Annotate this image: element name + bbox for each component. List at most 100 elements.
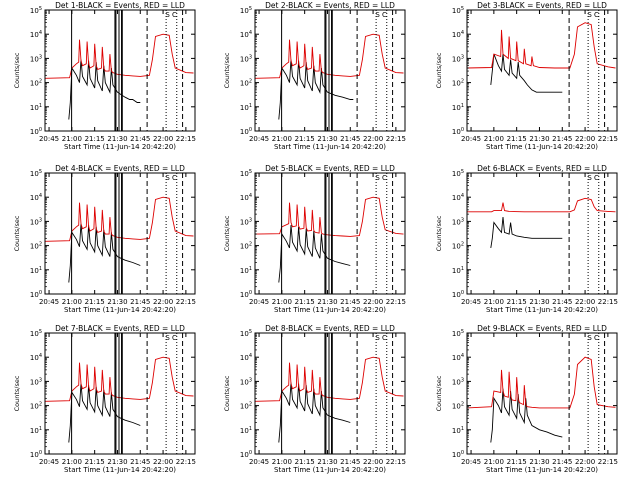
x-tick-label: 21:30: [107, 298, 127, 306]
marker-s: S: [165, 174, 170, 182]
x-axis-label: Start Time (11-Jun-14 20:42:20): [486, 143, 598, 151]
x-tick-label: 21:45: [130, 458, 150, 466]
y-tick-label: 105: [240, 329, 252, 338]
series-red-det-6: [467, 197, 616, 213]
y-axis-label: Counts/sec: [435, 52, 443, 88]
panel-det-9: 20:45 21:00 21:15 21:30 21:45 22:00 22:15 100 10…: [435, 324, 618, 474]
y-tick-label: 104: [240, 353, 252, 362]
y-tick-label: 105: [30, 329, 42, 338]
y-tick-label: 104: [452, 353, 464, 362]
y-tick-label: 100: [452, 450, 464, 459]
y-tick-label: 105: [240, 6, 252, 15]
panel-det-3: 20:45 21:00 21:15 21:30 21:45 22:00 22:15 100 10…: [435, 1, 618, 151]
y-tick-label: 103: [240, 217, 252, 226]
x-tick-label: 20:45: [249, 458, 269, 466]
x-tick-label: 21:00: [272, 298, 292, 306]
x-tick-label: 22:00: [575, 135, 595, 143]
x-tick-label: 21:45: [340, 298, 360, 306]
marker-c: C: [172, 334, 177, 342]
x-tick-label: 21:30: [317, 298, 337, 306]
marker-c: C: [172, 174, 177, 182]
y-tick-label: 101: [240, 266, 252, 275]
x-tick-label: 22:00: [363, 458, 383, 466]
x-tick-label: 21:00: [62, 135, 82, 143]
x-tick-label: 21:15: [295, 298, 315, 306]
x-tick-label: 22:00: [363, 298, 383, 306]
x-tick-label: 22:00: [153, 135, 173, 143]
x-tick-label: 22:00: [575, 458, 595, 466]
x-tick-label: 21:00: [272, 458, 292, 466]
x-tick-label: 22:15: [386, 298, 406, 306]
y-axis-label: Counts/sec: [13, 52, 21, 88]
marker-c: C: [382, 11, 387, 19]
panel-title: Det 2-BLACK = Events, RED = LLD: [265, 1, 395, 10]
y-tick-label: 103: [452, 54, 464, 63]
x-axis-label: Start Time (11-Jun-14 20:42:20): [274, 143, 386, 151]
x-tick-label: 21:30: [317, 458, 337, 466]
series-red-det-3: [467, 22, 616, 69]
panel-title: Det 5-BLACK = Events, RED = LLD: [265, 164, 395, 173]
x-tick-label: 21:15: [85, 135, 105, 143]
y-tick-label: 104: [452, 193, 464, 202]
panel-det-8: 20:45 21:00 21:15 21:30 21:45 22:00 22:15 100 10…: [223, 324, 406, 474]
marker-s: S: [165, 11, 170, 19]
y-tick-label: 103: [30, 54, 42, 63]
plot-frame: [466, 9, 618, 132]
y-tick-label: 100: [452, 127, 464, 136]
y-tick-label: 104: [240, 30, 252, 39]
x-axis-label: Start Time (11-Jun-14 20:42:20): [486, 466, 598, 474]
y-axis-label: Counts/sec: [13, 375, 21, 411]
y-tick-label: 101: [30, 103, 42, 112]
x-axis-label: Start Time (11-Jun-14 20:42:20): [64, 306, 176, 314]
x-tick-label: 22:15: [598, 458, 618, 466]
y-tick-label: 102: [452, 402, 464, 411]
y-tick-label: 101: [452, 426, 464, 435]
marker-c: C: [172, 11, 177, 19]
x-tick-label: 22:15: [598, 298, 618, 306]
x-tick-label: 21:00: [484, 135, 504, 143]
series-red-det-2: [255, 33, 404, 79]
y-tick-label: 100: [30, 127, 42, 136]
marker-c: C: [594, 174, 599, 182]
x-tick-label: 21:00: [62, 298, 82, 306]
y-tick-label: 102: [30, 242, 42, 251]
series-red-det-5: [255, 196, 404, 237]
plot-frame: [466, 332, 618, 455]
y-tick-label: 104: [452, 30, 464, 39]
x-tick-label: 22:15: [386, 458, 406, 466]
panel-det-1: 20:45 21:00 21:15 21:30 21:45 22:00 22:15 100 10…: [13, 1, 196, 151]
x-tick-label: 21:30: [317, 135, 337, 143]
x-tick-label: 21:00: [484, 298, 504, 306]
x-tick-label: 20:45: [461, 298, 481, 306]
y-axis-label: Counts/sec: [223, 375, 231, 411]
panel-title: Det 9-BLACK = Events, RED = LLD: [477, 324, 607, 333]
marker-s: S: [375, 334, 380, 342]
x-tick-label: 21:15: [85, 458, 105, 466]
x-tick-label: 21:45: [130, 135, 150, 143]
y-tick-label: 103: [30, 217, 42, 226]
series-red-det-7: [45, 356, 194, 402]
series-black-det-1: [68, 59, 141, 120]
y-tick-label: 102: [240, 242, 252, 251]
y-tick-label: 103: [240, 377, 252, 386]
x-axis-label: Start Time (11-Jun-14 20:42:20): [64, 143, 176, 151]
y-tick-label: 102: [30, 402, 42, 411]
x-tick-label: 21:15: [507, 298, 527, 306]
y-tick-label: 105: [30, 169, 42, 178]
panel-det-4: 20:45 21:00 21:15 21:30 21:45 22:00 22:15 100 10…: [13, 164, 196, 314]
x-tick-label: 21:45: [340, 458, 360, 466]
y-axis-label: Counts/sec: [223, 215, 231, 251]
y-tick-label: 101: [240, 426, 252, 435]
x-tick-label: 21:00: [62, 458, 82, 466]
y-axis-label: Counts/sec: [223, 52, 231, 88]
y-tick-label: 100: [240, 450, 252, 459]
y-tick-label: 100: [240, 127, 252, 136]
x-tick-label: 20:45: [39, 298, 59, 306]
series-black-det-3: [490, 53, 563, 93]
panel-title: Det 6-BLACK = Events, RED = LLD: [477, 164, 607, 173]
y-tick-label: 101: [240, 103, 252, 112]
plot-frame: [254, 172, 406, 295]
series-red-det-1: [45, 33, 194, 79]
x-tick-label: 21:30: [529, 298, 549, 306]
marker-s: S: [375, 11, 380, 19]
